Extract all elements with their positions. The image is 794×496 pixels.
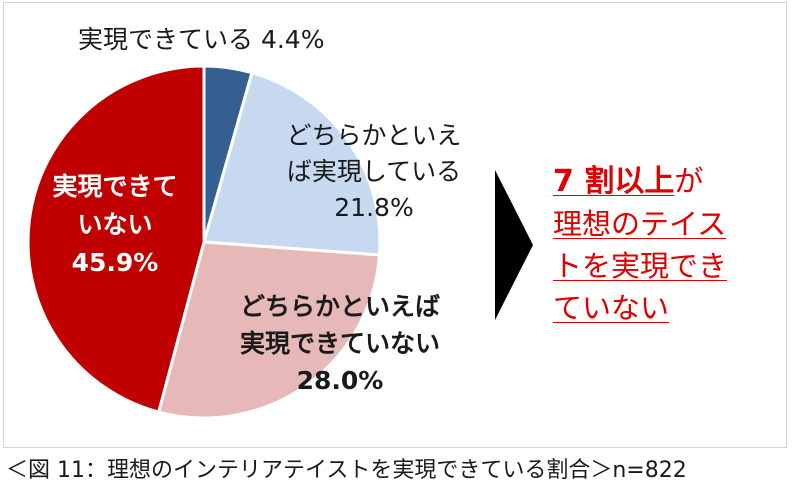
slice-label-somewhat-not-realized: どちらかといえば 実現できていない 28.0% [239,292,440,395]
chart-frame [3,2,787,448]
pie-slice-somewhat-not-realized [157,240,382,420]
slice-label-somewhat-realized: どちらかといえ ば実現している 21.8% [286,121,462,222]
arrow-right-icon [495,170,533,320]
callout-suffix: が [674,164,704,198]
callout-highlight: 7 割以上 [553,164,675,199]
pie-slice-not-realized [26,64,206,414]
callout-line-4: ていない [553,291,670,325]
slice-label-realized: 実現できている 4.4% [78,25,325,54]
callout-line-2: 理想のテイス [553,207,727,241]
callout-text: 7 割以上が 理想のテイス トを実現でき ていない [553,160,773,329]
slice-label-not-realized: 実現できて いない 45.9% [52,172,178,277]
callout-line-3: トを実現でき [553,249,728,283]
figure-caption: ＜図 11：理想のインテリアテイストを実現できている割合＞n=822 [6,458,687,483]
pie-slice-somewhat-realized [202,71,382,257]
